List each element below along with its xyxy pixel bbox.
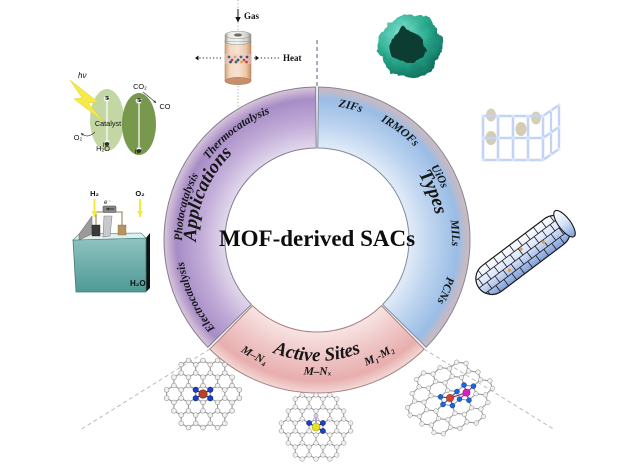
svg-text:CO: CO xyxy=(160,102,171,111)
svg-text:CO₂: CO₂ xyxy=(133,82,147,91)
svg-text:M–Nₓ: M–Nₓ xyxy=(302,365,332,378)
svg-text:h⁺: h⁺ xyxy=(135,149,142,156)
svg-text:e⁻: e⁻ xyxy=(104,200,111,206)
svg-text:hν: hν xyxy=(78,71,86,80)
svg-text:e⁻: e⁻ xyxy=(136,98,143,105)
svg-text:MOF-derived SACs: MOF-derived SACs xyxy=(219,226,415,251)
svg-text:O₂: O₂ xyxy=(135,189,144,198)
svg-text:Gas: Gas xyxy=(244,11,260,21)
svg-text:Catalyst: Catalyst xyxy=(95,119,121,128)
svg-text:H₂O: H₂O xyxy=(96,144,110,153)
svg-text:e⁻: e⁻ xyxy=(104,96,111,103)
svg-text:MILs: MILs xyxy=(448,218,462,247)
svg-text:O₂: O₂ xyxy=(74,133,83,142)
svg-text:Heat: Heat xyxy=(283,53,302,63)
svg-text:H₂O: H₂O xyxy=(130,279,146,288)
svg-text:H₂: H₂ xyxy=(90,189,99,198)
